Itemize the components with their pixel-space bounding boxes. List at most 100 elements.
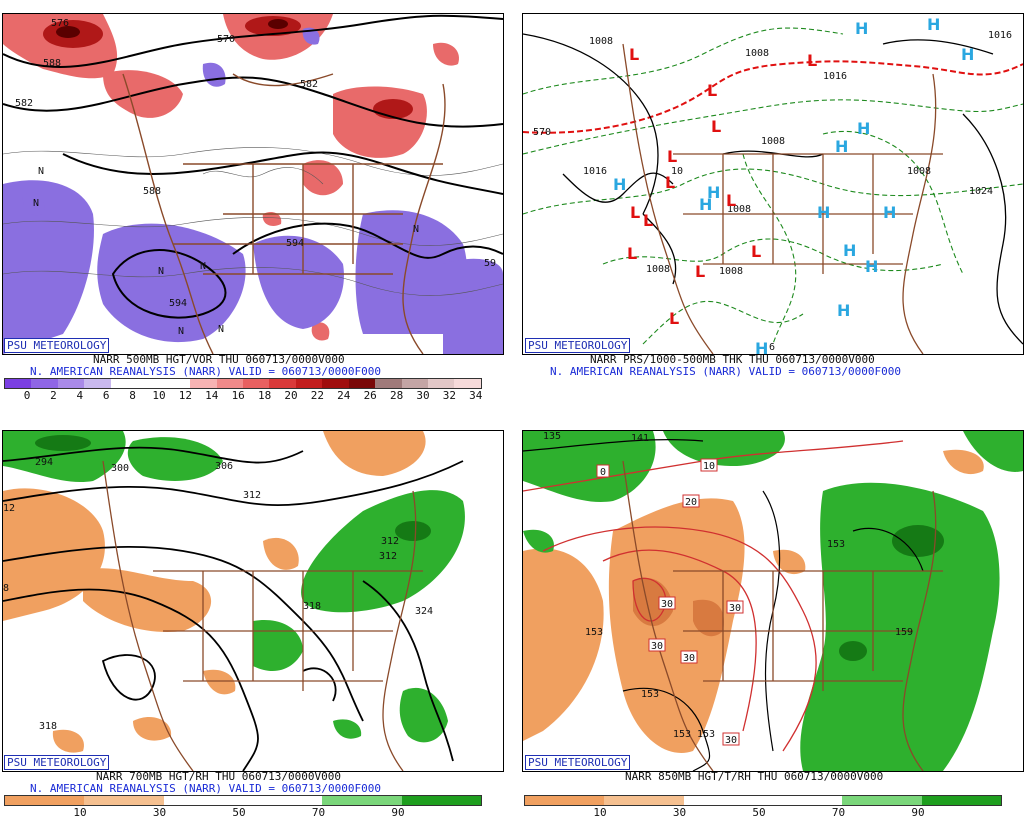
850mb-contour-labels: 135 141 153 153 153 159 153 153 [543, 431, 913, 740]
colorbar-tick-label: 34 [469, 389, 483, 402]
colorbar-swatch [683, 796, 763, 805]
psu-meteorology-badge: PSU METEOROLOGY [4, 338, 110, 353]
svg-text:153: 153 [585, 627, 603, 638]
colorbar-tick-label: 30 [416, 389, 430, 402]
svg-text:30: 30 [729, 603, 741, 614]
svg-text:N: N [38, 166, 44, 177]
colorbar-tick-label: 24 [337, 389, 351, 402]
colorbar-tick-label: 22 [310, 389, 325, 402]
pressure-centers: L L L L L L L L L L L L L H H H H H H H [613, 15, 974, 354]
svg-text:306: 306 [215, 461, 233, 472]
colorbar-swatch [216, 379, 243, 388]
svg-text:294: 294 [35, 457, 53, 468]
colorbar-relative-humidity-850 [524, 795, 1002, 806]
colorbar-swatch [163, 796, 243, 805]
svg-text:300: 300 [111, 463, 129, 474]
map-700mb: 294 300 306 312 312 312 318 324 318 12 8 [2, 430, 504, 772]
colorbar-tick-label: 26 [363, 389, 377, 402]
svg-text:324: 324 [415, 606, 433, 617]
colorbar-swatch [348, 379, 376, 388]
colorbar-tick-label: 4 [76, 389, 84, 402]
colorbar-swatch [84, 379, 111, 388]
svg-text:59: 59 [484, 258, 496, 269]
svg-text:N: N [178, 326, 184, 337]
svg-text:135: 135 [543, 431, 561, 442]
low-center-symbol: L [751, 242, 761, 261]
svg-text:318: 318 [303, 601, 321, 612]
svg-text:570: 570 [533, 127, 551, 138]
psu-meteorology-badge: PSU METEOROLOGY [525, 755, 631, 770]
svg-text:6: 6 [769, 342, 775, 353]
svg-text:153: 153 [641, 689, 659, 700]
high-center-symbol: H [857, 119, 870, 138]
svg-text:N: N [218, 324, 224, 335]
svg-text:1008: 1008 [761, 136, 785, 147]
colorbar-tick-label: 50 [752, 806, 766, 819]
colorbar-swatch [84, 796, 164, 805]
svg-text:30: 30 [725, 735, 737, 746]
colorbar-tick-label: 10 [593, 806, 607, 819]
colorbar-tick-label: 16 [231, 389, 245, 402]
svg-text:594: 594 [286, 238, 304, 249]
svg-text:318: 318 [39, 721, 57, 732]
high-center-symbol: H [699, 195, 712, 214]
colorbar-swatch [604, 796, 684, 805]
low-center-symbol: L [669, 309, 679, 328]
svg-text:1008: 1008 [719, 266, 743, 277]
caption-title: NARR 850MB HGT/T/RH THU 060713/0000V000 [625, 770, 884, 783]
high-center-symbol: H [755, 339, 768, 354]
low-center-symbol: L [630, 203, 640, 222]
map-700mb-graphic: 294 300 306 312 312 312 318 324 318 12 8 [3, 431, 465, 771]
svg-text:1008: 1008 [589, 36, 613, 47]
700mb-contour-labels: 294 300 306 312 312 312 318 324 318 12 8 [3, 457, 433, 732]
colorbar-swatch [269, 379, 296, 388]
colorbar-swatch [921, 796, 1001, 805]
svg-text:159: 159 [895, 627, 913, 638]
colorbar-tick-label: 90 [391, 806, 405, 819]
high-center-symbol: H [855, 19, 868, 38]
svg-text:588: 588 [43, 58, 61, 69]
colorbar-ticks-vorticity: 0 2 4 6 8 10 12 14 16 18 20 22 24 26 28 30 32 34 [0, 389, 490, 402]
low-center-symbol: L [665, 173, 675, 192]
colorbar-swatch [5, 379, 32, 388]
low-center-symbol: L [707, 81, 717, 100]
svg-text:12: 12 [3, 503, 15, 514]
colorbar-tick-label: 90 [911, 806, 925, 819]
colorbar-swatch [401, 379, 428, 388]
colorbar-swatch [525, 796, 605, 805]
high-center-symbol: H [837, 301, 850, 320]
svg-text:153: 153 [827, 539, 845, 550]
500mb-contour-labels: 576 588 570 582 582 588 594 59 594 N N N… [15, 18, 496, 337]
svg-text:N: N [413, 224, 419, 235]
colorbar-swatch [242, 796, 323, 805]
svg-text:582: 582 [300, 79, 318, 90]
svg-text:312: 312 [379, 551, 397, 562]
svg-text:1016: 1016 [583, 166, 607, 177]
high-center-symbol: H [843, 241, 856, 260]
low-center-symbol: L [643, 211, 653, 230]
svg-text:10: 10 [671, 166, 683, 177]
svg-text:312: 312 [243, 490, 261, 501]
map-pressure-graphic: 1008 1016 1008 570 1016 1008 1008 1024 1… [523, 15, 1023, 354]
colorbar-swatch [242, 379, 270, 388]
psu-meteorology-badge: PSU METEOROLOGY [4, 755, 110, 770]
colorbar-tick-label: 2 [50, 389, 57, 402]
colorbar-swatch [137, 379, 164, 388]
svg-text:1016: 1016 [988, 30, 1012, 41]
colorbar-swatch [163, 379, 191, 388]
svg-text:570: 570 [217, 34, 235, 45]
svg-text:1024: 1024 [969, 186, 993, 197]
caption-title: NARR 700MB HGT/RH THU 060713/0000V000 [96, 770, 342, 783]
colorbar-swatch [190, 379, 217, 388]
map-surface-pressure: 1008 1016 1008 570 1016 1008 1008 1024 1… [522, 13, 1024, 355]
colorbar-tick-label: 8 [129, 389, 136, 402]
colorbar-swatch [322, 796, 402, 805]
svg-text:N: N [33, 198, 39, 209]
svg-text:588: 588 [143, 186, 161, 197]
colorbar-vorticity [4, 378, 482, 389]
colorbar-ticks-relative-humidity: 10 30 50 70 90 [0, 806, 490, 819]
svg-text:141: 141 [631, 433, 649, 444]
colorbar-swatch [110, 379, 138, 388]
high-center-symbol: H [613, 175, 626, 194]
svg-text:582: 582 [15, 98, 33, 109]
